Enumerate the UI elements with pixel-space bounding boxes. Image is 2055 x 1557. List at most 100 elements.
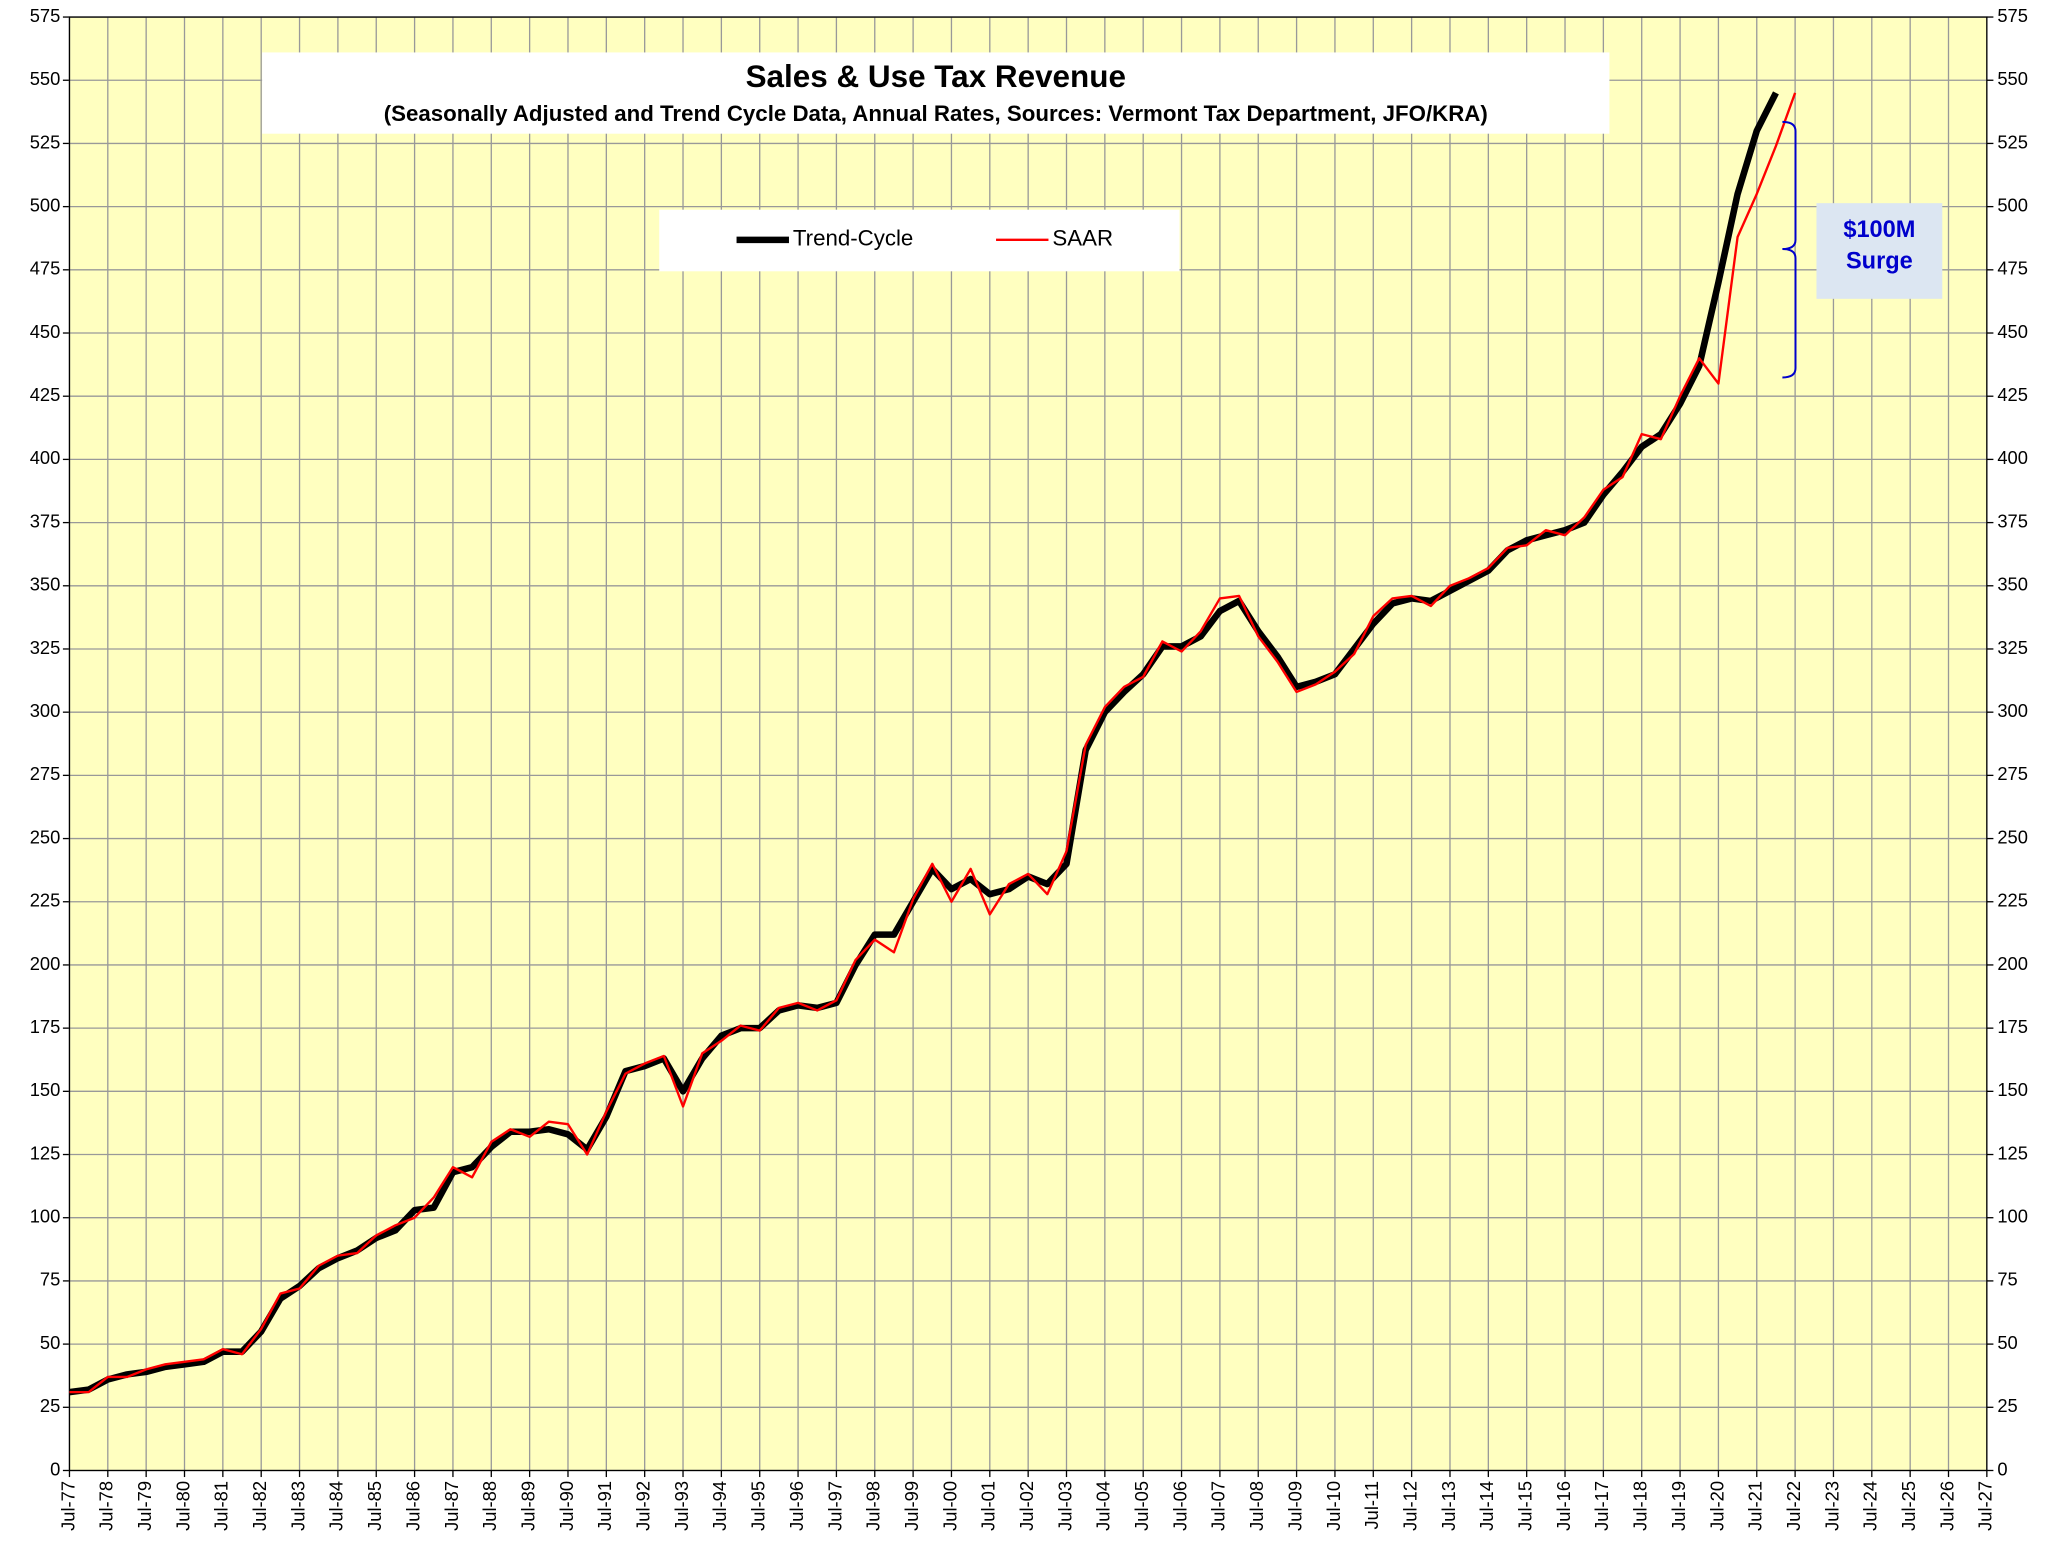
y-tick-label: 25 — [40, 1395, 60, 1416]
x-tick-label: Jul-17 — [1591, 1481, 1612, 1531]
y-tick-label: 75 — [40, 1269, 60, 1290]
y-tick-label: 175 — [30, 1016, 61, 1037]
y2-tick-label: 0 — [1997, 1458, 2007, 1479]
y2-tick-label: 425 — [1997, 384, 2028, 405]
x-tick-label: Jul-89 — [517, 1481, 538, 1531]
plot-border — [68, 16, 1988, 1472]
y-tick-label: 275 — [30, 763, 61, 784]
y-tick-label: 100 — [30, 1206, 61, 1227]
x-tick-label: Jul-22 — [1783, 1481, 1804, 1531]
y-tick-label: 400 — [30, 447, 61, 468]
tick-labels: 0255075100125150175200225250275300325350… — [30, 5, 2028, 1531]
bracket — [1782, 120, 1797, 379]
x-tick-label: Jul-20 — [1706, 1481, 1727, 1531]
x-tick-label: Jul-13 — [1438, 1481, 1459, 1531]
x-tick-label: Jul-02 — [1016, 1481, 1037, 1531]
y2-tick-label: 450 — [1997, 321, 2028, 342]
legend-items: Trend-Cycle SAAR — [736, 226, 1113, 251]
lines — [69, 91, 1797, 1396]
y-tick-label: 475 — [30, 258, 61, 279]
x-tick-label: Jul-85 — [364, 1481, 385, 1531]
y2-tick-label: 150 — [1997, 1079, 2028, 1100]
x-tick-label: Jul-26 — [1936, 1481, 1957, 1531]
x-tick-label: Jul-95 — [748, 1481, 769, 1531]
y2-tick-label: 275 — [1997, 763, 2028, 784]
y2-tick-label: 475 — [1997, 258, 2028, 279]
x-tick-label: Jul-83 — [287, 1481, 308, 1531]
x-tick-label: Jul-24 — [1860, 1481, 1881, 1531]
x-tick-label: Jul-86 — [402, 1481, 423, 1531]
x-tick-label: Jul-87 — [441, 1481, 462, 1531]
y-tick-label: 575 — [30, 5, 61, 26]
y2-tick-label: 250 — [1997, 826, 2028, 847]
y-tick-label: 225 — [30, 890, 61, 911]
x-tick-label: Jul-91 — [594, 1481, 615, 1531]
y-tick-label: 425 — [30, 384, 61, 405]
x-tick-label: Jul-11 — [1361, 1481, 1382, 1530]
x-tick-label: Jul-01 — [978, 1481, 999, 1531]
y2-tick-label: 200 — [1997, 953, 2028, 974]
x-tick-label: Jul-90 — [556, 1481, 577, 1531]
y-tick-label: 325 — [30, 637, 61, 658]
y2-tick-label: 350 — [1997, 574, 2028, 595]
x-tick-label: Jul-19 — [1668, 1481, 1689, 1531]
series-line — [69, 91, 1779, 1396]
y2-tick-label: 375 — [1997, 510, 2028, 531]
x-tick-label: Jul-27 — [1975, 1481, 1996, 1531]
x-tick-label: Jul-79 — [134, 1481, 155, 1531]
x-tick-label: Jul-09 — [1284, 1481, 1305, 1531]
x-tick-label: Jul-93 — [671, 1481, 692, 1531]
annotation: $100M — [1843, 216, 1915, 242]
y-tick-label: 350 — [30, 574, 61, 595]
y-tick-label: 525 — [30, 131, 61, 152]
y-tick-label: 0 — [50, 1458, 60, 1479]
legend-label: Trend-Cycle — [793, 226, 913, 251]
x-tick-label: Jul-06 — [1169, 1481, 1190, 1531]
annotation-box — [1816, 203, 1943, 299]
y-tick-label: 300 — [30, 700, 61, 721]
x-tick-label: Jul-21 — [1745, 1481, 1766, 1531]
x-tick-label: Jul-92 — [633, 1481, 654, 1531]
x-tick-label: Jul-81 — [211, 1481, 232, 1531]
x-tick-label: Jul-00 — [939, 1481, 960, 1531]
y2-tick-label: 100 — [1997, 1206, 2028, 1227]
y2-tick-label: 500 — [1997, 194, 2028, 215]
title-box — [262, 52, 1610, 134]
x-tick-label: Jul-10 — [1323, 1481, 1344, 1531]
y-tick-label: 250 — [30, 826, 61, 847]
legend-label: SAAR — [1052, 226, 1113, 251]
y2-tick-label: 225 — [1997, 890, 2028, 911]
x-tick-label: Jul-25 — [1898, 1481, 1919, 1531]
x-tick-label: Jul-05 — [1131, 1481, 1152, 1531]
x-tick-label: Jul-94 — [709, 1481, 730, 1531]
y-tick-label: 500 — [30, 194, 61, 215]
series-line — [69, 92, 1797, 1394]
x-tick-label: Jul-14 — [1476, 1481, 1497, 1531]
x-tick-label: Jul-12 — [1399, 1481, 1420, 1531]
y2-tick-label: 25 — [1997, 1395, 2017, 1416]
y2-tick-label: 125 — [1997, 1142, 2028, 1163]
y2-tick-label: 175 — [1997, 1016, 2028, 1037]
x-tick-label: Jul-99 — [901, 1481, 922, 1531]
x-tick-label: Jul-23 — [1821, 1481, 1842, 1531]
y-tick-label: 125 — [30, 1142, 61, 1163]
x-tick-label: Jul-04 — [1093, 1481, 1114, 1531]
x-tick-label: Jul-84 — [326, 1481, 347, 1531]
x-tick-label: Jul-82 — [249, 1481, 270, 1531]
y2-tick-label: 325 — [1997, 637, 2028, 658]
y2-tick-label: 50 — [1997, 1332, 2017, 1353]
x-tick-label: Jul-03 — [1054, 1481, 1075, 1531]
x-tick-label: Jul-15 — [1515, 1481, 1536, 1531]
x-tick-label: Jul-77 — [57, 1481, 78, 1531]
x-tick-label: Jul-08 — [1246, 1481, 1267, 1531]
y2-tick-label: 575 — [1997, 5, 2028, 26]
y-tick-label: 375 — [30, 510, 61, 531]
y2-tick-label: 550 — [1997, 68, 2028, 89]
y-tick-label: 200 — [30, 953, 61, 974]
y-tick-label: 550 — [30, 68, 61, 89]
y2-tick-label: 300 — [1997, 700, 2028, 721]
annotation: Surge — [1846, 247, 1913, 273]
y-tick-label: 150 — [30, 1079, 61, 1100]
